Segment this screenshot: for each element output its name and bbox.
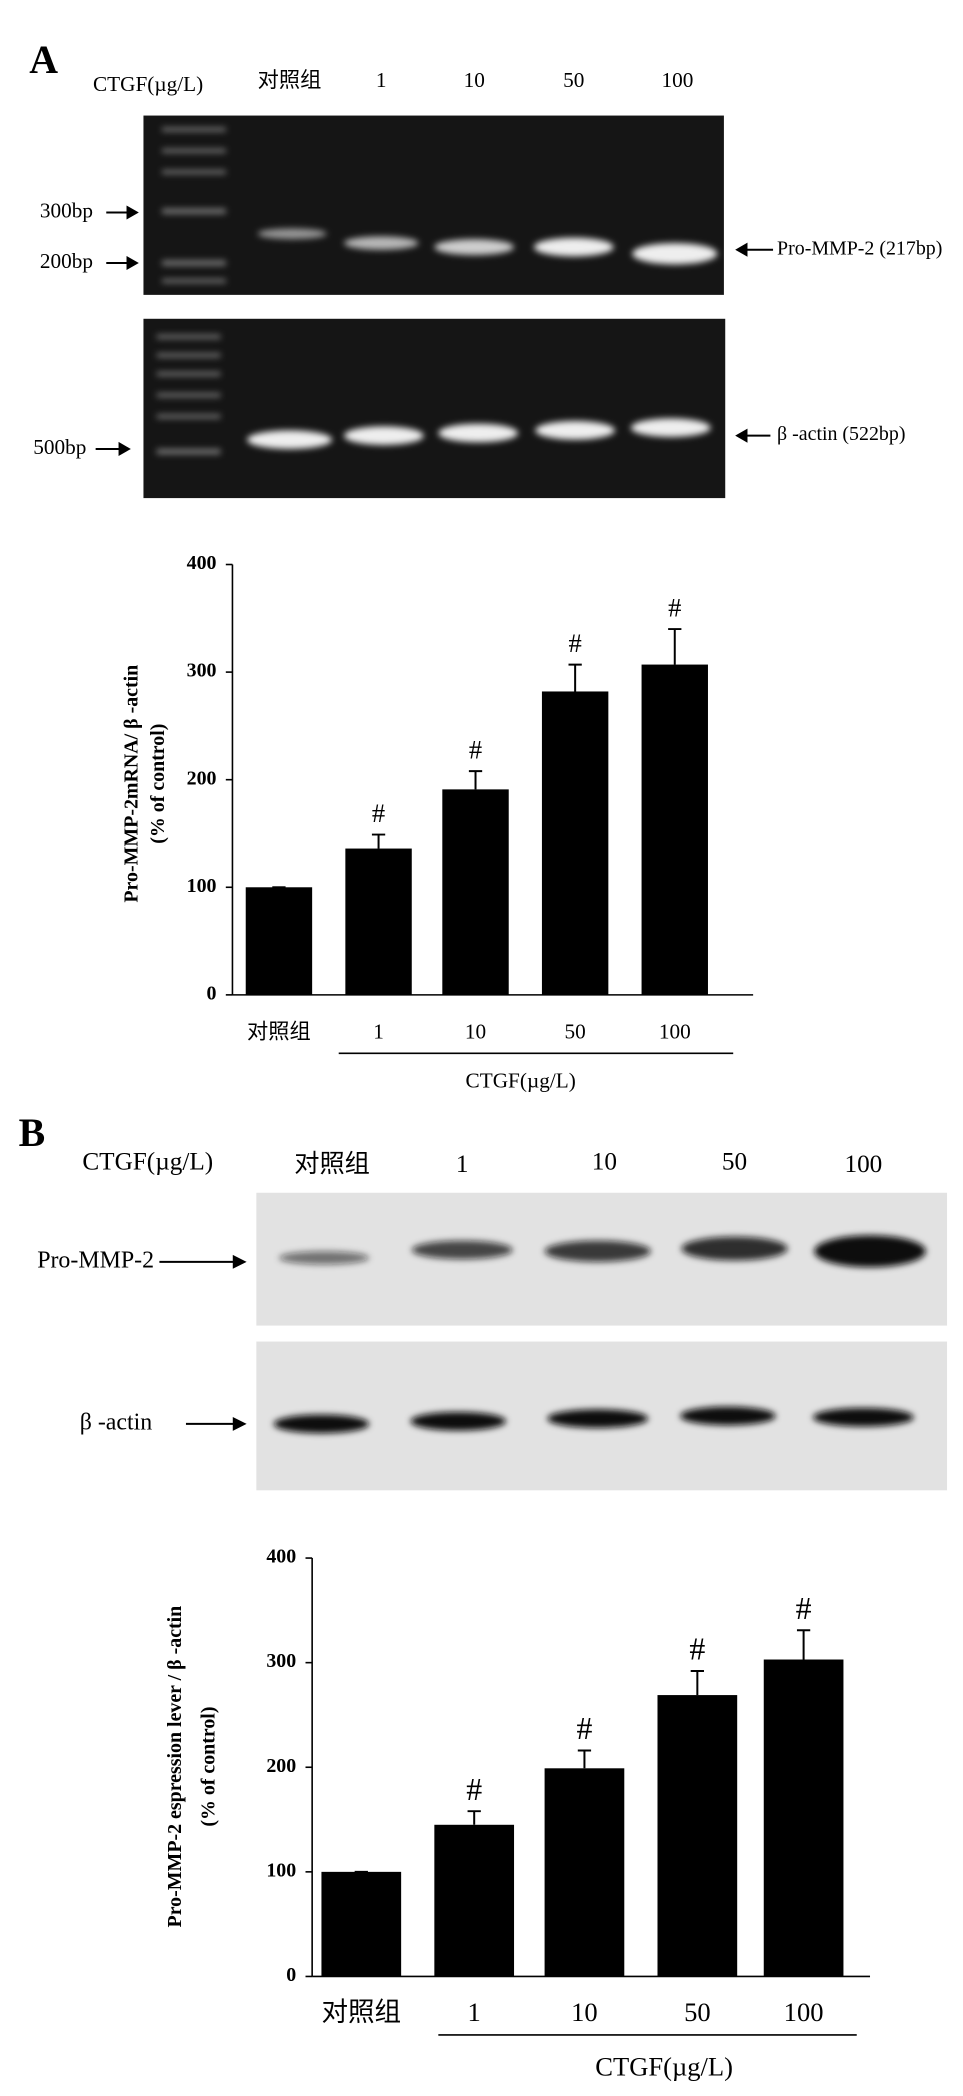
y-tick-label: 0 [286, 1964, 296, 1986]
y-tick-label: 300 [187, 660, 217, 682]
error-bar [796, 1629, 811, 1660]
lane-label: 50 [722, 1148, 747, 1175]
error-bar [577, 1749, 592, 1769]
blot-image [256, 1192, 948, 1491]
panel-label: A [29, 37, 58, 82]
significance-marker: # [569, 628, 582, 658]
y-tick-label: 200 [266, 1755, 296, 1777]
bar [641, 664, 708, 995]
gel-header: CTGF(µg/L) [93, 72, 203, 96]
x-tick-label: 1 [468, 1997, 481, 2027]
significance-marker: # [689, 1632, 705, 1667]
x-tick-label: 100 [659, 1019, 691, 1043]
gel-image [143, 115, 726, 499]
size-marker: 200bp [40, 249, 93, 273]
bar [544, 1768, 625, 1977]
y-axis-label: (% of control) [197, 1707, 219, 1827]
gel-header: CTGF(µg/L) [82, 1148, 213, 1175]
band-label: β -actin (522bp) [777, 423, 905, 445]
panel-label: B [19, 1110, 46, 1155]
band-label: Pro-MMP-2 (217bp) [777, 237, 942, 259]
lane-label: 100 [661, 68, 693, 92]
x-tick-label: 50 [565, 1019, 586, 1043]
size-marker: 300bp [40, 198, 93, 222]
error-bar [690, 1670, 704, 1696]
lane-label: 100 [844, 1151, 882, 1178]
y-tick-label: 400 [266, 1546, 296, 1568]
lane-label: 50 [563, 68, 584, 92]
significance-marker: # [796, 1591, 812, 1626]
x-axis-label: CTGF(µg/L) [466, 1068, 576, 1092]
band-label: β -actin [80, 1409, 153, 1435]
bar [345, 848, 412, 995]
error-bar [468, 770, 483, 790]
error-bar [467, 1810, 481, 1825]
bar [763, 1659, 844, 1977]
band-label: Pro-MMP-2 [37, 1247, 154, 1273]
y-axis-label: Pro-MMP-2 espression lever / β -actin [164, 1606, 186, 1928]
x-tick-label: 100 [784, 1997, 824, 2027]
lane-label: 1 [456, 1151, 469, 1178]
bar [541, 691, 609, 995]
y-axis-label: (% of control) [147, 724, 169, 844]
x-tick-label: 50 [684, 1997, 711, 2027]
x-axis-label: CTGF(µg/L) [595, 2052, 733, 2082]
y-tick-label: 0 [207, 982, 217, 1004]
lane-label: 10 [464, 68, 485, 92]
size-marker: 500bp [33, 435, 86, 459]
y-tick-label: 100 [266, 1859, 296, 1881]
arrows [95, 205, 774, 1431]
y-tick-label: 100 [187, 875, 217, 897]
lane-label: 1 [376, 68, 387, 92]
y-tick-label: 200 [187, 767, 217, 789]
lane-label: 对照组 [258, 68, 322, 92]
x-tick-label: 10 [465, 1019, 486, 1043]
y-tick-label: 400 [187, 552, 217, 574]
x-tick-label: 对照组 [321, 1997, 401, 2027]
y-axis-label: Pro-MMP-2mRNA/ β -actin [120, 665, 142, 903]
bar [442, 789, 509, 995]
y-tick-label: 300 [266, 1650, 296, 1672]
bar [434, 1824, 515, 1977]
bar [657, 1695, 738, 1977]
bar [321, 1871, 402, 1977]
bar [245, 887, 313, 995]
significance-marker: # [469, 735, 482, 765]
lane-label: 对照组 [294, 1150, 370, 1178]
significance-marker: # [668, 593, 681, 623]
error-bar [371, 833, 386, 849]
x-tick-label: 对照组 [247, 1019, 311, 1043]
error-bar [668, 628, 682, 665]
x-tick-label: 10 [571, 1997, 598, 2027]
error-bar [568, 663, 582, 692]
significance-marker: # [576, 1711, 592, 1746]
lane-label: 10 [592, 1148, 617, 1175]
significance-marker: # [372, 798, 385, 828]
significance-marker: # [466, 1772, 482, 1807]
x-tick-label: 1 [373, 1019, 384, 1043]
